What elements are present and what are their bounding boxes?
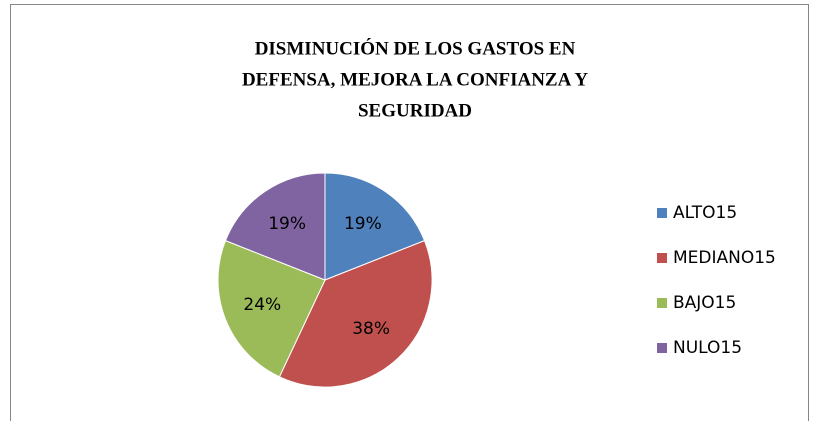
legend-label: MEDIANO15 (673, 248, 776, 268)
legend-swatch (657, 208, 667, 218)
legend-swatch (657, 253, 667, 263)
pie-slice (217, 239, 326, 378)
pie-slice (278, 239, 433, 388)
data-label: 24% (243, 295, 281, 315)
chart-frame (10, 4, 809, 421)
legend-swatch (657, 298, 667, 308)
data-label: 19% (344, 214, 382, 234)
data-label: 19% (268, 214, 306, 234)
chart-title: SEGURIDAD (358, 100, 472, 121)
chart-title: DISMINUCIÓN DE LOS GASTOS EN (255, 37, 576, 59)
data-label: 38% (352, 319, 390, 339)
legend-swatch (657, 343, 667, 353)
legend-label: ALTO15 (673, 203, 737, 223)
chart-title: DEFENSA, MEJORA LA CONFIANZA Y (242, 69, 588, 90)
legend-label: BAJO15 (673, 293, 736, 313)
pie-slice (324, 172, 426, 281)
pie-slice (224, 172, 326, 281)
legend-label: NULO15 (673, 338, 742, 358)
